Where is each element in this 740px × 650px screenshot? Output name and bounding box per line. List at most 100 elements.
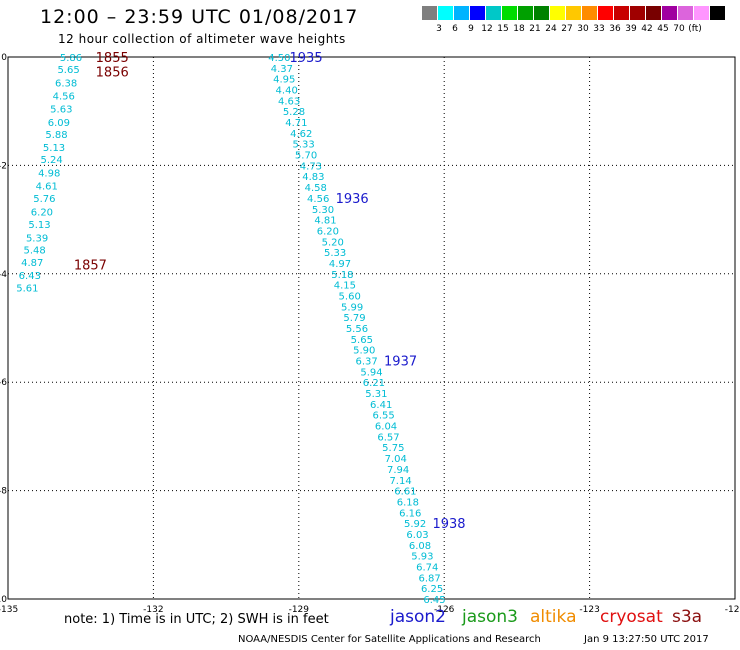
swh-value: 4.62 <box>290 129 312 140</box>
page-title: 12:00 – 23:59 UTC 01/08/2017 <box>40 6 359 28</box>
swh-value: 5.56 <box>346 324 368 335</box>
swh-value: 6.87 <box>419 573 441 584</box>
swh-value: 4.87 <box>21 258 43 269</box>
credit-text: NOAA/NESDIS Center for Satellite Applica… <box>238 634 541 645</box>
swh-value: 4.81 <box>314 216 336 227</box>
swh-value: 5.60 <box>339 291 361 302</box>
time-label: 1936 <box>336 192 369 207</box>
swh-value: 5.13 <box>28 220 50 231</box>
swh-value: 6.04 <box>375 422 397 433</box>
tick-label-lon: -120 <box>725 605 740 615</box>
generated-timestamp: Jan 9 13:27:50 UTC 2017 <box>584 634 709 645</box>
legend-item-jason2: jason2 <box>390 607 446 627</box>
swh-value: 4.40 <box>276 86 298 97</box>
color-swatch <box>678 6 694 20</box>
swh-value: 7.04 <box>385 454 407 465</box>
color-swatch <box>710 6 726 20</box>
time-label: 1938 <box>432 517 465 532</box>
tick-label-lon: -132 <box>143 605 163 615</box>
color-scale-label: 27 <box>561 24 573 34</box>
legend-item-jason3: jason3 <box>462 607 518 627</box>
tick-label-lon: -123 <box>579 605 599 615</box>
color-scale-label: 12 <box>481 24 493 34</box>
swh-value: 5.28 <box>283 107 305 118</box>
color-scale-label: 70 <box>673 24 685 34</box>
swh-value: 5.33 <box>324 248 346 259</box>
tick-label-lat: -8 <box>0 487 7 497</box>
swh-value: 5.65 <box>351 335 373 346</box>
color-scale-label: 42 <box>641 24 653 34</box>
swh-value: 5.88 <box>45 130 67 141</box>
tick-label-lat: 0 <box>1 53 7 63</box>
color-swatch <box>422 6 438 20</box>
swh-value: 6.03 <box>406 530 428 541</box>
tick-label-lon: -135 <box>0 605 18 615</box>
swh-value: 5.61 <box>16 283 38 294</box>
swh-value: 4.56 <box>307 194 329 205</box>
swh-value: 5.63 <box>50 104 72 115</box>
swh-values: 5.865.656.384.565.636.095.885.135.244.98… <box>16 53 445 606</box>
swh-value: 5.18 <box>331 270 353 281</box>
swh-value: 5.33 <box>293 140 315 151</box>
swh-value: 6.45 <box>423 595 445 606</box>
swh-value: 5.79 <box>343 313 365 324</box>
time-label: 1856 <box>96 66 129 81</box>
swh-value: 4.58 <box>305 183 327 194</box>
swh-value: 4.50 <box>268 53 290 64</box>
swh-value: 4.56 <box>53 91 75 102</box>
color-scale-label: 3 <box>436 24 442 34</box>
swh-value: 6.57 <box>377 432 399 443</box>
swh-value: 6.25 <box>421 584 443 595</box>
swh-value: 4.97 <box>329 259 351 270</box>
legend-item-cryosat: cryosat <box>600 607 663 627</box>
swh-value: 5.76 <box>33 194 55 205</box>
color-swatch <box>646 6 662 20</box>
color-scale-label: 21 <box>529 24 541 34</box>
color-swatch <box>694 6 710 20</box>
swh-value: 7.14 <box>389 476 411 487</box>
map-grid <box>7 56 736 600</box>
swh-value: 5.92 <box>404 519 426 530</box>
tick-label-lat: -6 <box>0 378 7 388</box>
swh-value: 5.24 <box>40 155 62 166</box>
swh-value: 6.08 <box>409 541 431 552</box>
swh-value: 5.94 <box>360 367 382 378</box>
color-scale-label: 45 <box>657 24 669 34</box>
tick-label-lat: -4 <box>0 270 7 280</box>
swh-value: 6.20 <box>31 207 53 218</box>
swh-value: 4.98 <box>38 168 60 179</box>
legend-item-s3a: s3a <box>672 607 703 627</box>
tick-label-lon: -126 <box>434 605 455 615</box>
color-swatch <box>438 6 454 20</box>
color-swatch <box>630 6 646 20</box>
time-label: 1857 <box>74 259 107 274</box>
swh-value: 6.55 <box>372 411 394 422</box>
color-scale-label: 15 <box>497 24 509 34</box>
swh-value: 5.75 <box>382 443 404 454</box>
color-swatch <box>454 6 470 20</box>
swh-value: 5.99 <box>341 302 363 313</box>
time-label: 1937 <box>384 355 417 370</box>
color-scale-label: (ft) <box>688 24 702 34</box>
color-swatch <box>614 6 630 20</box>
plot-frame <box>7 56 736 600</box>
footnote: note: 1) Time is in UTC; 2) SWH is in fe… <box>64 612 329 627</box>
color-scale-label: 33 <box>593 24 605 34</box>
swh-value: 6.09 <box>48 118 70 129</box>
color-swatch <box>518 6 534 20</box>
swh-value: 7.94 <box>387 465 409 476</box>
color-scale-label: 9 <box>468 24 474 34</box>
color-swatch <box>550 6 566 20</box>
swh-value: 6.43 <box>19 271 41 282</box>
color-scale-label: 18 <box>513 24 525 34</box>
time-label: 1855 <box>96 51 129 66</box>
swh-value: 6.18 <box>397 497 419 508</box>
swh-value: 4.63 <box>278 96 300 107</box>
swh-value: 6.37 <box>356 357 378 368</box>
swh-value: 6.20 <box>317 226 339 237</box>
swh-value: 4.83 <box>302 172 324 183</box>
swh-value: 5.31 <box>365 389 387 400</box>
tick-label-lat: -10 <box>0 595 7 605</box>
color-swatch <box>566 6 582 20</box>
